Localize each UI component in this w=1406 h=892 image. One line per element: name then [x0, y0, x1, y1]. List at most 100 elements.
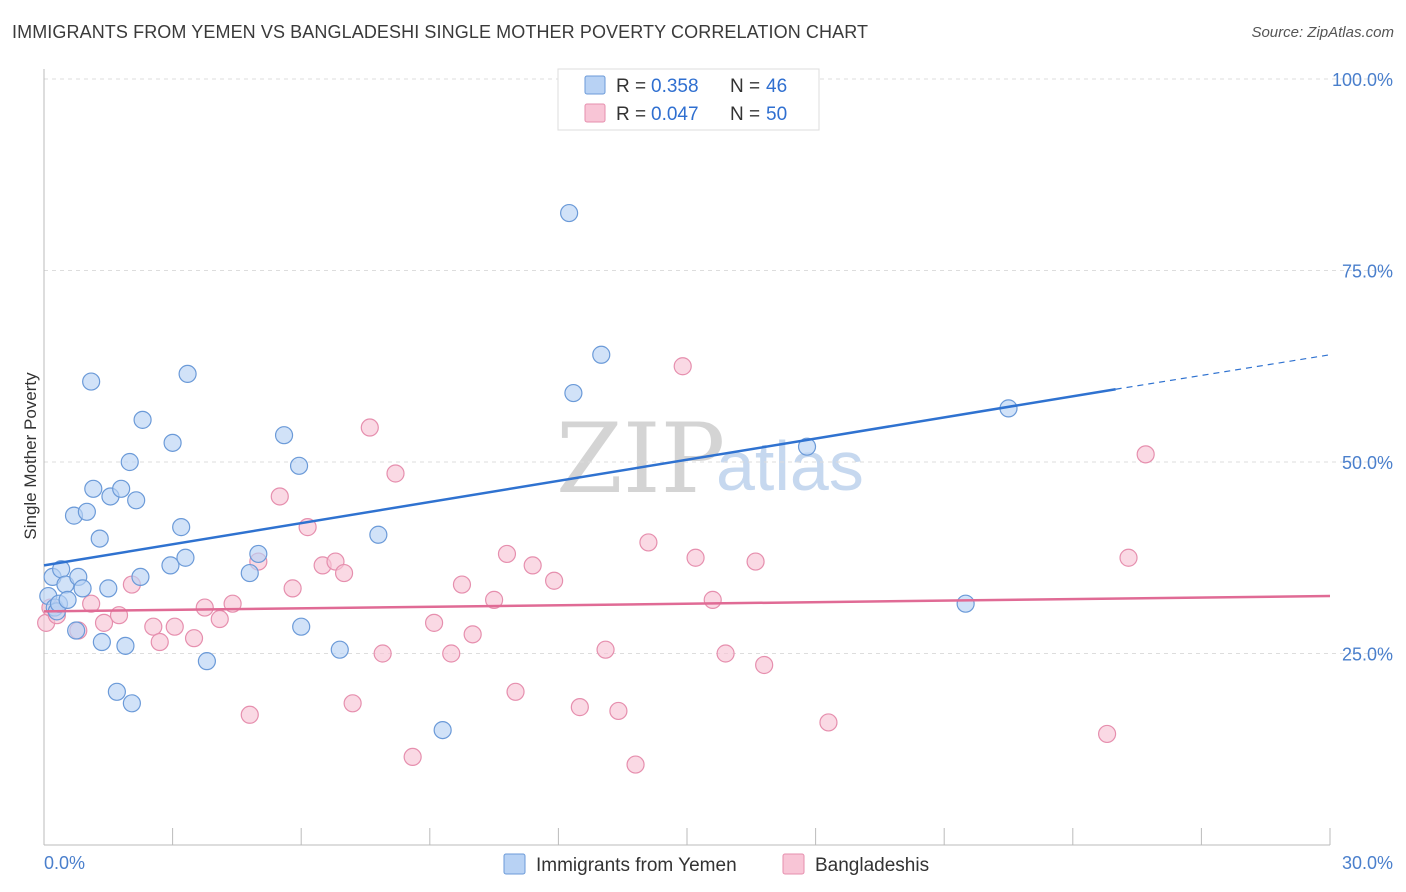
yemen-point — [178, 364, 197, 384]
series-legend: Immigrants from Yemen Bangladeshis — [503, 853, 929, 876]
watermark-atlas: atlas — [716, 427, 864, 505]
bangladeshis-point — [195, 598, 214, 617]
bangladeshis-point — [485, 590, 504, 609]
bangladeshis-trend-line — [43, 594, 1331, 613]
bangladeshis-point — [497, 544, 517, 564]
source-credit: Source: ZipAtlas.com — [1251, 24, 1394, 41]
bangladeshis-point — [1097, 724, 1117, 744]
bangladeshis-point — [184, 629, 204, 648]
yemen-point — [197, 652, 216, 671]
yemen-point — [330, 640, 349, 659]
legend-swatch-bangladeshis — [584, 103, 606, 123]
legend-n-label-bangladeshis: N = — [730, 104, 760, 125]
legend-r-value-bangladeshis: 0.047 — [651, 104, 699, 125]
bangladeshis-point — [240, 705, 259, 724]
x-axis-ticks — [43, 828, 1331, 845]
yemen-point — [84, 479, 103, 498]
series-legend-swatch-yemen — [503, 853, 526, 875]
legend-n-label-yemen: N = — [730, 76, 760, 97]
bangladeshis-point — [703, 590, 722, 609]
yemen-point — [122, 694, 141, 713]
chart-title: IMMIGRANTS FROM YEMEN VS BANGLADESHI SIN… — [12, 22, 869, 42]
yemen-point — [92, 632, 111, 652]
legend-n-value-bangladeshis: 50 — [766, 104, 787, 125]
yemen-point — [112, 479, 131, 498]
bangladeshis-point — [386, 464, 405, 483]
bangladeshis-point — [755, 655, 774, 675]
watermark: ZIP atlas — [556, 403, 864, 515]
y-axis-title: Single Mother Poverty — [21, 372, 40, 540]
yemen-point — [58, 590, 77, 609]
legend-swatch-yemen — [584, 75, 606, 95]
bangladeshis-point — [343, 694, 362, 713]
y-tick-label-50: 50.0% — [1342, 453, 1393, 473]
bangladeshis-point — [144, 617, 163, 636]
yemen-point — [172, 518, 191, 537]
bangladeshis-point — [570, 698, 589, 717]
stats-legend: R = 0.358 N = 46 R = 0.047 N = 50 — [557, 68, 820, 131]
yemen-point — [133, 410, 152, 429]
bangladeshis-point — [82, 594, 101, 613]
series-legend-label-bangladeshis: Bangladeshis — [815, 855, 929, 876]
yemen-point — [127, 491, 146, 510]
yemen-trend-extension — [1115, 354, 1331, 390]
bangladeshis-point — [596, 640, 615, 659]
yemen-point — [77, 502, 96, 521]
bangladeshis-point — [686, 548, 705, 567]
bangladeshis-point — [334, 563, 354, 583]
yemen-points — [39, 203, 1018, 740]
bangladeshis-point — [609, 701, 628, 721]
bangladeshis-point — [283, 579, 302, 598]
yemen-point — [560, 203, 579, 223]
y-tick-label-100: 100.0% — [1332, 70, 1393, 90]
series-legend-swatch-bangladeshis — [782, 853, 805, 875]
bangladeshis-point — [360, 418, 379, 437]
bangladeshis-point — [639, 533, 658, 552]
yemen-point — [433, 720, 452, 740]
yemen-point — [564, 383, 583, 403]
bangladeshis-point — [506, 682, 525, 701]
x-tick-label-max: 30.0% — [1342, 853, 1393, 873]
yemen-point — [176, 548, 195, 567]
bangladeshis-point — [716, 644, 735, 663]
yemen-trend-line — [43, 387, 1116, 567]
bangladeshis-point — [626, 755, 645, 774]
bangladeshis-point — [463, 625, 482, 644]
yemen-point — [82, 372, 101, 391]
yemen-point — [107, 682, 126, 701]
bangladeshis-point — [673, 357, 692, 376]
bangladeshis-point — [442, 644, 461, 663]
bangladeshis-point — [403, 747, 422, 767]
bangladeshis-point — [165, 617, 184, 636]
yemen-point — [90, 529, 109, 548]
bangladeshis-point — [270, 487, 289, 506]
yemen-point — [369, 525, 388, 544]
bangladeshis-point — [452, 575, 472, 594]
yemen-point — [116, 636, 135, 655]
bangladeshis-point — [523, 556, 542, 575]
watermark-zip: ZIP — [556, 403, 725, 515]
yemen-point — [99, 579, 118, 598]
legend-r-label-bangladeshis: R = — [616, 104, 646, 125]
legend-n-value-yemen: 46 — [766, 76, 787, 97]
bangladeshis-point — [1136, 445, 1155, 464]
y-tick-label-75: 75.0% — [1342, 262, 1393, 282]
trend-lines — [43, 354, 1331, 613]
yemen-point — [249, 544, 268, 564]
bangladeshis-point — [746, 552, 765, 571]
yemen-point — [67, 621, 86, 640]
yemen-point — [131, 567, 150, 587]
y-axis-tick-labels: 25.0% 50.0% 75.0% 100.0% — [1332, 70, 1393, 665]
bangladeshis-point — [150, 632, 169, 652]
yemen-point — [120, 452, 139, 472]
yemen-point — [956, 594, 975, 613]
yemen-point — [161, 556, 180, 575]
yemen-point — [163, 433, 182, 452]
bangladeshis-point — [424, 613, 444, 632]
x-tick-label-min: 0.0% — [44, 853, 85, 873]
bangladeshis-point — [1119, 548, 1138, 567]
bangladeshis-point — [819, 713, 838, 732]
y-tick-label-25: 25.0% — [1342, 645, 1393, 665]
yemen-point — [797, 437, 817, 456]
